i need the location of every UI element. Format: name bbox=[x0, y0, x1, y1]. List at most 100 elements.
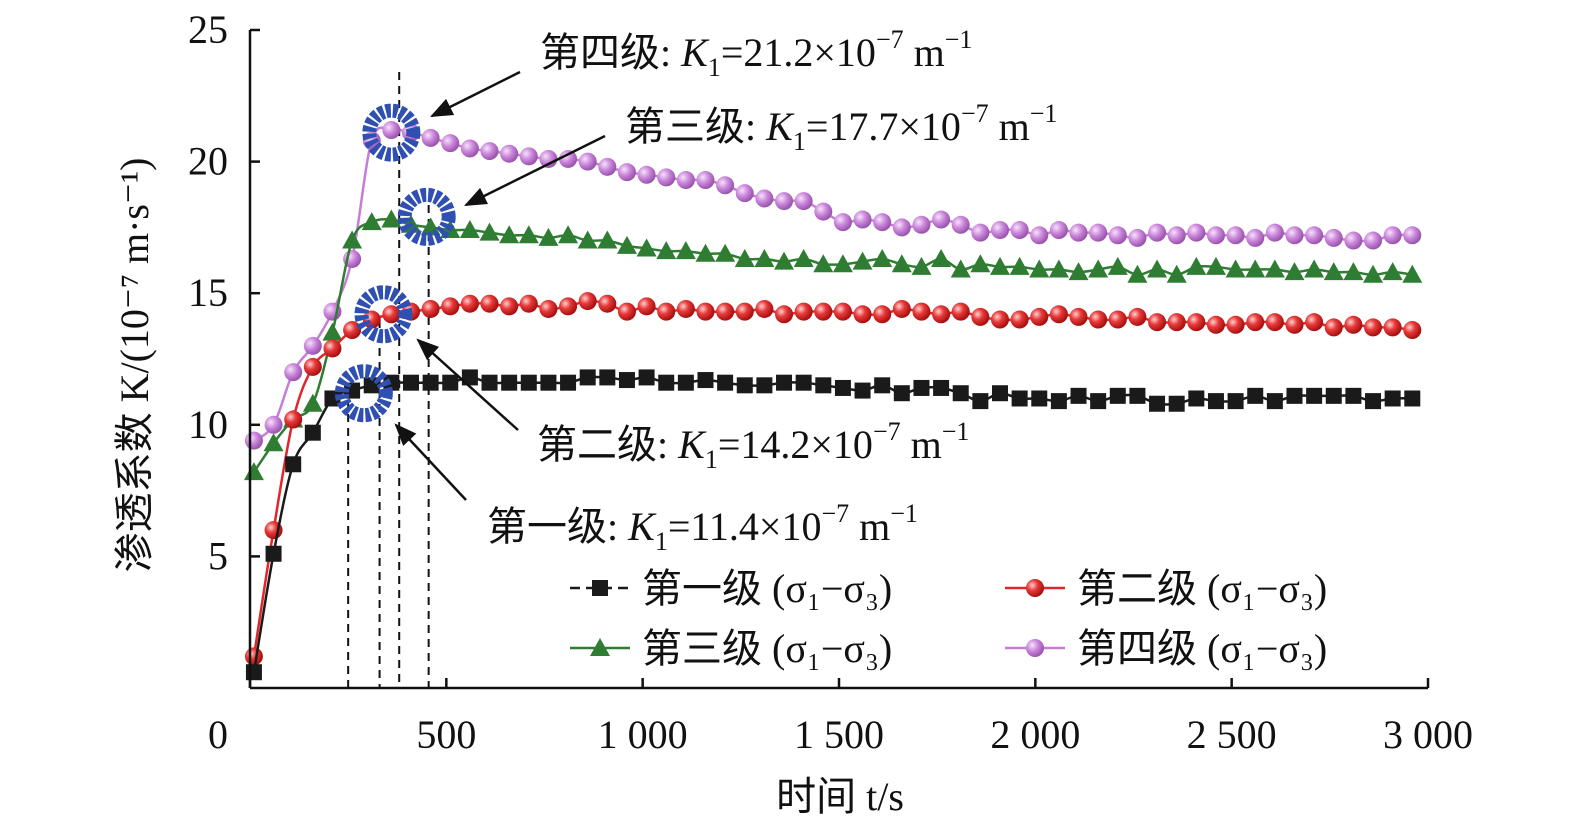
data-point bbox=[891, 254, 912, 273]
data-point bbox=[1306, 387, 1323, 404]
data-point bbox=[931, 248, 952, 267]
data-point bbox=[1384, 390, 1401, 407]
data-point bbox=[1009, 256, 1030, 275]
data-point bbox=[1264, 259, 1285, 278]
arrow-level4 bbox=[429, 70, 521, 118]
peak-rings bbox=[334, 103, 456, 423]
data-point bbox=[1089, 223, 1108, 242]
data-point bbox=[284, 410, 303, 429]
data-point bbox=[577, 230, 598, 249]
data-point bbox=[381, 209, 402, 228]
data-point bbox=[520, 374, 537, 391]
data-point bbox=[1108, 310, 1127, 329]
data-point bbox=[1343, 262, 1364, 281]
data-point bbox=[676, 171, 695, 190]
data-point bbox=[1403, 226, 1422, 245]
data-point bbox=[913, 379, 930, 396]
annotation-level3: 第三级: K1=17.7×10−7 m−1 bbox=[625, 99, 1057, 156]
data-point bbox=[1069, 307, 1088, 326]
data-point bbox=[950, 259, 971, 278]
data-point bbox=[1010, 221, 1029, 240]
data-point bbox=[854, 382, 871, 399]
peak-ring bbox=[334, 364, 393, 423]
data-point bbox=[756, 377, 773, 394]
data-point bbox=[696, 171, 715, 190]
data-point bbox=[382, 121, 401, 140]
data-point bbox=[284, 363, 303, 382]
data-point bbox=[265, 545, 282, 562]
data-point bbox=[1344, 231, 1363, 250]
data-point bbox=[1325, 387, 1342, 404]
data-point bbox=[1166, 264, 1187, 283]
data-point bbox=[1148, 313, 1167, 332]
data-point bbox=[499, 225, 520, 244]
legend-label: 第四级 (σ₁−σ₃) bbox=[1077, 626, 1327, 671]
data-point bbox=[892, 218, 911, 237]
data-point bbox=[637, 297, 656, 316]
x-tick-label: 2 500 bbox=[1187, 712, 1277, 757]
data-point bbox=[1205, 256, 1226, 275]
data-point bbox=[540, 374, 557, 391]
data-point bbox=[459, 220, 480, 239]
data-point bbox=[970, 254, 991, 273]
data-point bbox=[538, 227, 559, 246]
legend-label: 第二级 (σ₁−σ₃) bbox=[1077, 566, 1327, 611]
data-point bbox=[912, 302, 931, 321]
data-point bbox=[637, 165, 656, 184]
data-point bbox=[1088, 259, 1109, 278]
data-point bbox=[1266, 393, 1283, 410]
data-point bbox=[1149, 395, 1166, 412]
data-point bbox=[1187, 313, 1206, 332]
data-point bbox=[501, 374, 518, 391]
data-point bbox=[1030, 307, 1049, 326]
data-point bbox=[1225, 259, 1246, 278]
data-point bbox=[1305, 313, 1324, 332]
data-point bbox=[617, 163, 636, 182]
data-point bbox=[990, 221, 1009, 240]
data-point bbox=[834, 379, 851, 396]
data-point bbox=[873, 305, 892, 324]
data-point bbox=[990, 310, 1009, 329]
data-point bbox=[304, 424, 321, 441]
data-point bbox=[892, 299, 911, 318]
data-point bbox=[793, 248, 814, 267]
data-point bbox=[421, 299, 440, 318]
y-ticks: 5 10 15 20 25 bbox=[188, 7, 260, 578]
data-point bbox=[1247, 387, 1264, 404]
data-point bbox=[322, 322, 343, 341]
data-point bbox=[735, 184, 754, 203]
data-point bbox=[1265, 223, 1284, 242]
arrow-level3 bbox=[463, 134, 606, 207]
data-point bbox=[1031, 390, 1048, 407]
x-ticks: 0 500 1 000 1 500 2 000 2 500 3 000 bbox=[208, 678, 1473, 757]
legend-label: 第三级 (σ₁−σ₃) bbox=[642, 626, 892, 671]
data-point bbox=[402, 374, 419, 391]
data-point bbox=[441, 134, 460, 153]
data-point bbox=[776, 374, 793, 391]
series-2 bbox=[244, 292, 1422, 666]
data-point bbox=[775, 192, 794, 211]
data-point bbox=[852, 251, 873, 270]
data-point bbox=[893, 385, 910, 402]
data-point bbox=[1109, 387, 1126, 404]
y-axis-title: 渗透系数 K/(10⁻⁷ m·s⁻¹) bbox=[112, 158, 157, 573]
data-point bbox=[598, 294, 617, 313]
data-point bbox=[500, 144, 519, 163]
data-point bbox=[755, 189, 774, 208]
data-point bbox=[422, 374, 439, 391]
data-point bbox=[1128, 228, 1147, 247]
data-point bbox=[696, 302, 715, 321]
data-point bbox=[697, 372, 714, 389]
data-point bbox=[1186, 256, 1207, 275]
data-point bbox=[952, 385, 969, 402]
data-point bbox=[539, 149, 558, 168]
data-point bbox=[1068, 262, 1089, 281]
data-point bbox=[911, 256, 932, 275]
data-point bbox=[774, 251, 795, 270]
data-point bbox=[1364, 231, 1383, 250]
data-point bbox=[1383, 318, 1402, 337]
data-point bbox=[1382, 262, 1403, 281]
annotation-level2: 第二级: K1=14.2×10−7 m−1 bbox=[537, 417, 969, 474]
data-point bbox=[1187, 223, 1206, 242]
